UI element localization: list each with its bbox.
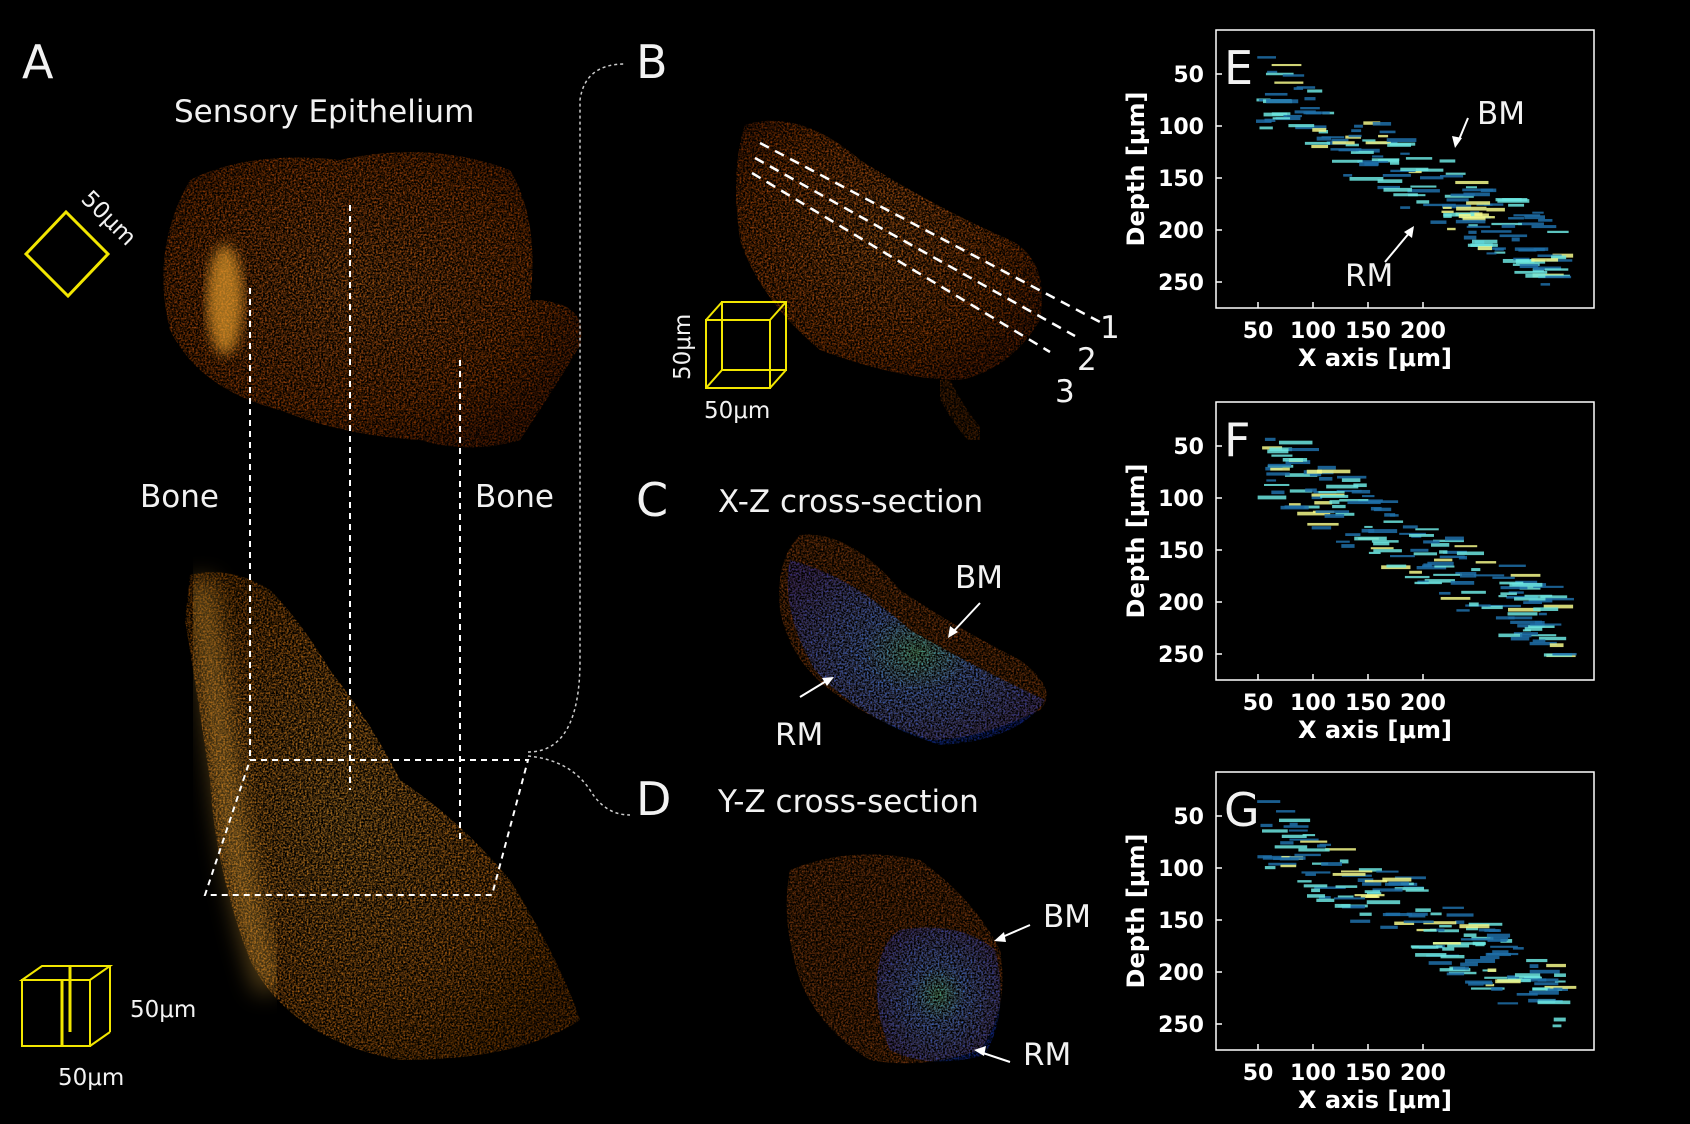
y-tick-label: 50 xyxy=(1173,805,1204,830)
x-tick-label: 150 xyxy=(1345,1061,1391,1086)
panel-d-bm-label: BM xyxy=(1043,899,1091,935)
bone-left-label: Bone xyxy=(140,479,219,515)
panel-d: D Y-Z cross-section BM RM xyxy=(636,772,1091,1073)
oct-c-blue xyxy=(787,560,1045,745)
slice-planes xyxy=(751,141,1101,354)
panel-e-rm-label: RM xyxy=(1345,258,1393,294)
panel-a-title: Sensory Epithelium xyxy=(174,94,474,130)
scale-b-vertical-label: 50μm xyxy=(670,314,696,380)
x-tick-label: 100 xyxy=(1290,691,1336,716)
panel-g-letter: G xyxy=(1224,783,1260,837)
panel-a: A Sensory Epithelium Bone Bone 50μm xyxy=(18,35,631,1091)
x-tick-label: 50 xyxy=(1243,319,1274,344)
x-tick-label: 200 xyxy=(1400,691,1446,716)
panel-d-rm-label: RM xyxy=(1023,1037,1071,1073)
y-tick-label: 150 xyxy=(1158,167,1204,192)
x-axis-label: X axis [μm] xyxy=(1298,344,1452,372)
connector-to-b xyxy=(527,63,626,753)
panel-d-title: Y-Z cross-section xyxy=(717,784,979,820)
x-tick-label: 50 xyxy=(1243,1061,1274,1086)
x-tick-label: 100 xyxy=(1290,1061,1336,1086)
panel-c-bm-label: BM xyxy=(955,560,1003,596)
y-axis-label: Depth [μm] xyxy=(1122,464,1150,619)
y-axis-label: Depth [μm] xyxy=(1122,834,1150,989)
bone-right-label: Bone xyxy=(475,479,554,515)
plot-frame xyxy=(1215,401,1595,681)
oct-signal xyxy=(1256,56,1574,286)
cross-section-guides xyxy=(203,205,530,896)
slice-number-3: 3 xyxy=(1055,374,1075,410)
x-tick-label: 200 xyxy=(1400,319,1446,344)
sensory-epithelium-volume xyxy=(163,152,582,448)
x-axis-label: X axis [μm] xyxy=(1298,716,1452,744)
scale-box-a xyxy=(18,965,114,1047)
y-tick-label: 250 xyxy=(1158,643,1204,668)
x-tick-label: 50 xyxy=(1243,691,1274,716)
y-tick-label: 200 xyxy=(1158,591,1204,616)
panel-c-rm-label: RM xyxy=(775,717,823,753)
panel-b-letter: B xyxy=(636,35,668,89)
y-tick-label: 200 xyxy=(1158,219,1204,244)
oct-signal xyxy=(1257,437,1577,658)
y-tick-label: 100 xyxy=(1158,857,1204,882)
panel-b: B 1 2 3 50μm 50μm xyxy=(636,35,1120,447)
x-tick-label: 100 xyxy=(1290,319,1336,344)
panel-e-bm-label: BM xyxy=(1477,96,1525,132)
scale-b-bottom-label: 50μm xyxy=(704,398,770,424)
x-tick-label: 200 xyxy=(1400,1061,1446,1086)
x-axis-label: X axis [μm] xyxy=(1298,1086,1452,1114)
connector-to-d xyxy=(527,755,631,816)
scale-square: 50μm xyxy=(23,186,141,299)
y-tick-label: 50 xyxy=(1173,63,1204,88)
x-tick-label: 150 xyxy=(1345,319,1391,344)
y-tick-label: 200 xyxy=(1158,961,1204,986)
panel-e-letter: E xyxy=(1224,41,1253,95)
y-axis-label: Depth [μm] xyxy=(1122,92,1150,247)
x-tick-label: 150 xyxy=(1345,691,1391,716)
panel-c-letter: C xyxy=(636,473,668,527)
y-tick-label: 50 xyxy=(1173,435,1204,460)
y-tick-label: 100 xyxy=(1158,487,1204,512)
plot-frame xyxy=(1215,771,1595,1051)
y-tick-label: 150 xyxy=(1158,539,1204,564)
panel-f-letter: F xyxy=(1224,413,1250,467)
panel-a-letter: A xyxy=(22,35,54,89)
y-tick-label: 250 xyxy=(1158,1013,1204,1038)
scale-box-a-bottom-label: 50μm xyxy=(58,1065,124,1091)
y-tick-label: 150 xyxy=(1158,909,1204,934)
oct-d-blue xyxy=(876,927,1001,1062)
slice-number-2: 2 xyxy=(1077,342,1097,378)
slice-number-1: 1 xyxy=(1100,310,1120,346)
scale-square-label: 50μm xyxy=(76,186,141,251)
scale-box-a-right-label: 50μm xyxy=(130,997,196,1023)
panel-d-letter: D xyxy=(636,772,671,826)
panel-c: C X-Z cross-section BM RM xyxy=(636,473,1047,753)
volume-b xyxy=(736,120,1042,381)
scale-cube-b xyxy=(705,301,787,389)
panel-c-title: X-Z cross-section xyxy=(718,484,983,520)
oct-signal xyxy=(1257,800,1577,1028)
y-tick-label: 100 xyxy=(1158,115,1204,140)
y-tick-label: 250 xyxy=(1158,271,1204,296)
cochlea-volume xyxy=(185,572,580,1060)
